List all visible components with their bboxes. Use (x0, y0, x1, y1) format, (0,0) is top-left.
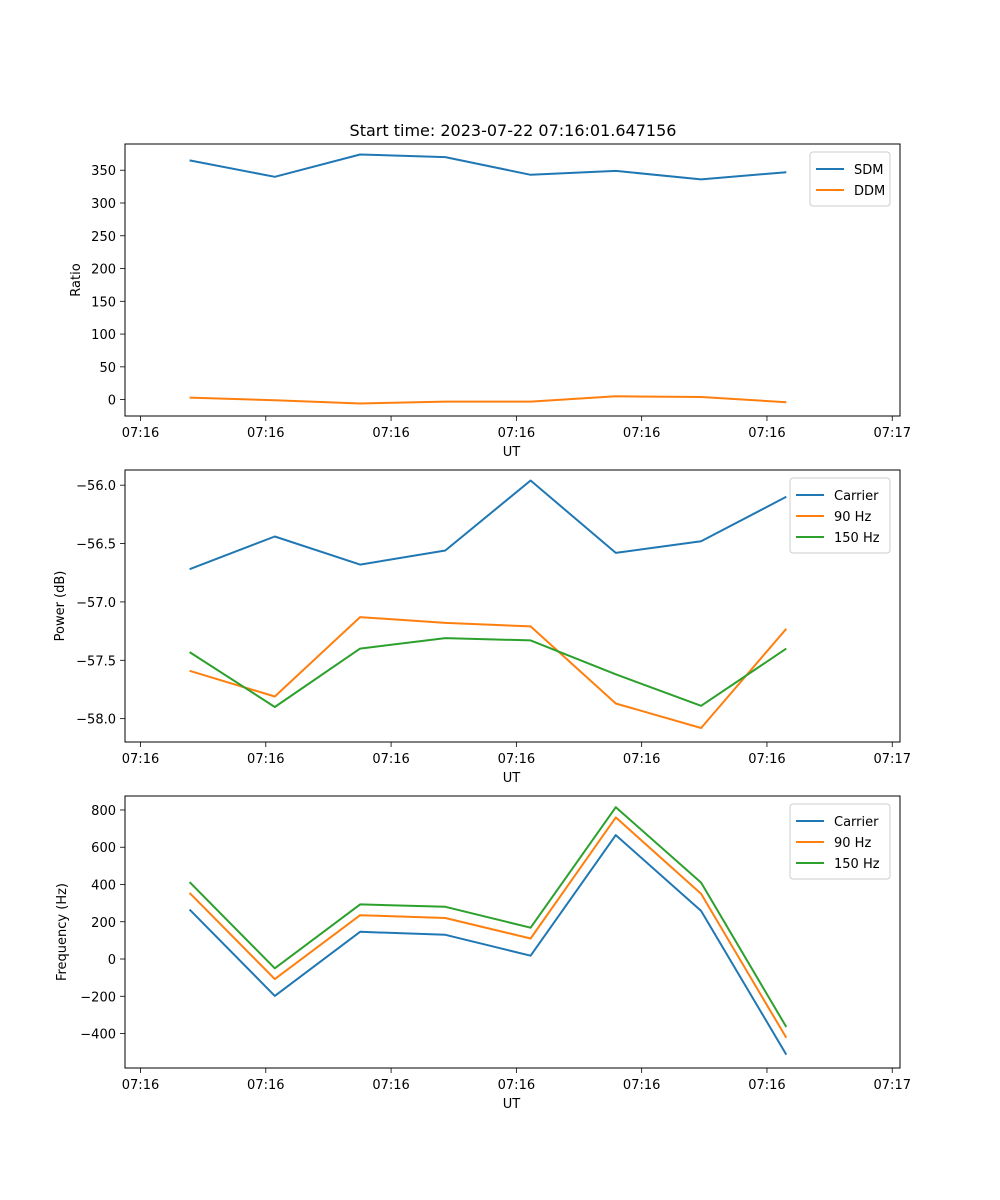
x-tick-label: 07:16 (748, 426, 785, 441)
x-axis-label: UT (503, 445, 521, 460)
legend-label: Carrier (834, 815, 879, 830)
legend-label: SDM (854, 163, 883, 178)
legend-frame (789, 477, 891, 554)
chart-panel-3: 07:16 07:16 07:16 07:16 07:16 07:16 07:17 −400 −… (55, 795, 911, 1112)
x-tick-label: 07:16 (748, 1078, 785, 1093)
legend-label: Carrier (834, 489, 879, 504)
y-tick-label: 0 (108, 394, 116, 409)
x-tick-label: 07:16 (122, 426, 159, 441)
series-line-150-hz (188, 806, 788, 1028)
y-tick-label: 200 (91, 916, 116, 931)
x-tick-label: 07:16 (247, 752, 284, 767)
x-tick-label: 07:16 (498, 426, 535, 441)
plot-frame (124, 795, 901, 1069)
legend: Carrier 90 Hz 150 Hz (789, 477, 891, 554)
plot-frame (124, 469, 901, 743)
legend-label: 90 Hz (834, 836, 871, 851)
chart-panel-1: 07:16 07:16 07:16 07:16 07:16 07:16 07:17 0 50 10… (69, 143, 911, 460)
series-line-150-hz (189, 637, 787, 708)
x-tick-label: 07:16 (623, 1078, 660, 1093)
x-tick-label: 07:16 (247, 426, 284, 441)
x-tick-label: 07:16 (748, 752, 785, 767)
legend: SDM DDM (809, 151, 891, 207)
y-axis-label: Power (dB) (53, 571, 68, 642)
x-axis-label: UT (503, 771, 521, 786)
legend-frame (809, 151, 891, 207)
series-line-carrier (189, 479, 787, 571)
y-tick-label: −56.5 (76, 538, 116, 553)
x-tick-label: 07:16 (247, 1078, 284, 1093)
legend-label: DDM (854, 184, 885, 199)
x-tick-label: 07:16 (498, 752, 535, 767)
y-tick-label: 50 (99, 361, 116, 376)
legend-frame (789, 803, 891, 880)
y-tick-label: 0 (108, 953, 116, 968)
y-tick-label: 250 (91, 230, 116, 245)
series-line-carrier (188, 834, 788, 1056)
chart-title: Start time: 2023-07-22 07:16:01.647156 (350, 121, 677, 140)
x-tick-label: 07:16 (623, 752, 660, 767)
y-tick-label: −200 (80, 990, 116, 1005)
y-tick-label: 800 (91, 804, 116, 819)
y-tick-label: −58.0 (76, 713, 116, 728)
legend-label: 90 Hz (834, 510, 871, 525)
y-tick-label: −57.0 (76, 596, 116, 611)
x-tick-label: 07:16 (623, 426, 660, 441)
y-tick-label: −56.0 (76, 479, 116, 494)
chart-panel-2: 07:16 07:16 07:16 07:16 07:16 07:16 07:17 −58.0… (53, 469, 911, 786)
x-tick-label: 07:16 (372, 1078, 409, 1093)
x-tick-label: 07:17 (874, 752, 911, 767)
y-axis-label: Ratio (69, 263, 84, 296)
x-tick-label: 07:16 (372, 426, 409, 441)
legend: Carrier 90 Hz 150 Hz (789, 803, 891, 880)
x-tick-label: 07:16 (498, 1078, 535, 1093)
series-line-90-hz (188, 816, 788, 1039)
x-tick-label: 07:16 (372, 752, 409, 767)
y-axis-label: Frequency (Hz) (55, 883, 70, 981)
y-tick-label: 100 (91, 328, 116, 343)
plot-frame (124, 143, 901, 417)
x-tick-label: 07:16 (122, 1078, 159, 1093)
y-tick-label: 400 (91, 878, 116, 893)
legend-label: 150 Hz (834, 531, 880, 546)
legend-label: 150 Hz (834, 857, 880, 872)
y-tick-label: −57.5 (76, 654, 116, 669)
y-tick-label: 300 (91, 197, 116, 212)
x-tick-label: 07:16 (122, 752, 159, 767)
y-tick-label: 200 (91, 263, 116, 278)
series-line-ddm (189, 395, 787, 405)
x-axis-label: UT (503, 1097, 521, 1112)
y-tick-label: 350 (91, 164, 116, 179)
y-tick-label: 150 (91, 295, 116, 310)
y-tick-label: 600 (91, 841, 116, 856)
series-line-90-hz (189, 616, 788, 729)
y-tick-label: −400 (80, 1028, 116, 1043)
panels: 07:16 07:16 07:16 07:16 07:16 07:16 07:17 0 50 10… (53, 143, 911, 1112)
x-tick-label: 07:17 (874, 426, 911, 441)
x-tick-label: 07:17 (874, 1078, 911, 1093)
series-line-sdm (189, 153, 787, 181)
